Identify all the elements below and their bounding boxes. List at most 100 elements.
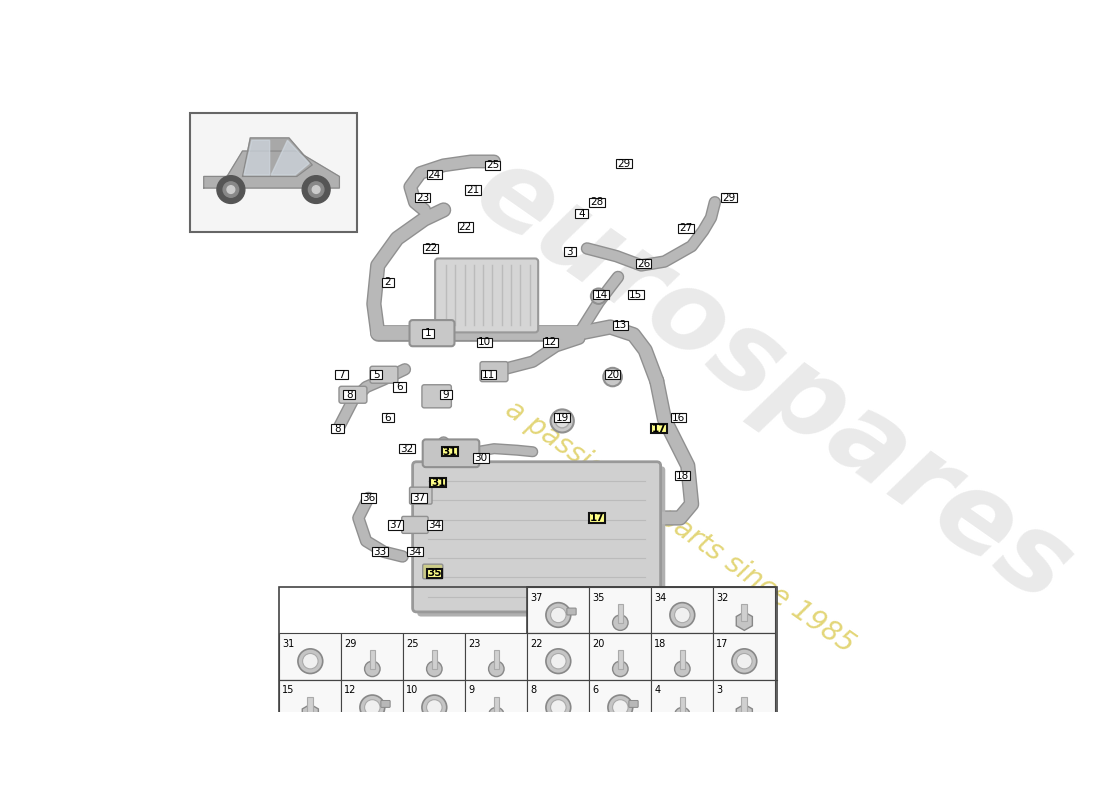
Circle shape [427,661,442,677]
FancyBboxPatch shape [422,564,443,578]
Text: 4: 4 [654,685,660,695]
Circle shape [364,661,381,677]
Circle shape [546,695,571,720]
FancyBboxPatch shape [629,701,638,707]
Bar [527,680,590,726]
Bar [481,370,496,379]
Text: 20: 20 [593,639,605,649]
Bar [279,634,341,680]
FancyBboxPatch shape [566,608,576,615]
Bar [575,209,587,218]
Bar [427,520,442,530]
Bar [636,259,651,269]
FancyBboxPatch shape [436,258,538,332]
Text: 23: 23 [469,639,481,649]
Bar [190,113,356,232]
Bar [336,370,348,379]
Circle shape [674,707,690,722]
FancyBboxPatch shape [381,701,390,707]
Text: 6: 6 [593,685,598,695]
Bar [527,587,776,634]
Bar [407,547,422,557]
Text: 27: 27 [680,223,693,234]
Bar [279,680,341,726]
Bar [494,697,499,715]
Text: 8: 8 [530,685,537,695]
Bar [713,587,776,634]
Circle shape [613,700,628,715]
Bar [713,634,776,680]
Bar [593,290,608,299]
Bar [343,390,355,399]
Bar [485,161,501,170]
Text: 29: 29 [344,639,356,649]
Text: 31: 31 [431,478,446,487]
Bar [590,634,651,680]
Bar [394,382,406,392]
Circle shape [732,649,757,674]
Circle shape [422,695,447,720]
Bar [494,650,499,669]
FancyBboxPatch shape [412,462,661,612]
Text: 7: 7 [338,370,344,380]
Text: 8: 8 [334,424,341,434]
Text: 19: 19 [556,413,569,423]
Text: 15: 15 [283,685,295,695]
Text: 30: 30 [474,453,487,463]
Text: 26: 26 [637,259,650,269]
Circle shape [608,695,632,720]
Text: 3: 3 [566,246,573,257]
Polygon shape [272,140,309,175]
Bar [465,186,481,194]
Bar [477,338,493,347]
Text: 17: 17 [652,424,667,434]
Text: 32: 32 [400,444,414,454]
Circle shape [488,661,504,677]
Bar [442,447,458,456]
Text: 25: 25 [406,639,419,649]
Bar [613,321,628,330]
Circle shape [298,649,322,674]
Circle shape [364,700,381,715]
Bar [680,697,685,715]
Bar [404,680,465,726]
Circle shape [670,602,695,627]
Text: 34: 34 [408,547,421,557]
Bar [307,697,314,714]
Bar [370,370,383,379]
Circle shape [551,607,566,622]
Text: 4: 4 [579,209,585,219]
Circle shape [488,707,504,722]
Bar [651,424,667,434]
Polygon shape [242,138,312,177]
Text: 18: 18 [675,470,689,481]
Text: 3: 3 [716,685,723,695]
Bar [590,680,651,726]
Bar [279,587,777,726]
Text: 14: 14 [594,290,607,300]
Text: 29: 29 [617,158,630,169]
Text: 1: 1 [425,328,431,338]
Bar [671,414,686,422]
Bar [430,478,446,487]
Circle shape [551,410,574,433]
Text: 37: 37 [412,493,426,503]
Bar [431,650,437,669]
Text: 16: 16 [672,413,685,423]
Circle shape [360,695,385,720]
Text: 17: 17 [716,639,729,649]
Bar [741,697,747,714]
Circle shape [556,414,569,428]
Bar [427,569,442,578]
Bar [617,604,623,622]
Polygon shape [204,151,340,188]
Bar [651,587,713,634]
Bar [616,159,631,168]
Circle shape [546,602,571,627]
Text: 18: 18 [654,639,667,649]
Text: 10: 10 [406,685,419,695]
Bar [722,193,737,202]
Text: 28: 28 [591,198,604,207]
Text: 25: 25 [486,160,499,170]
Circle shape [551,654,566,669]
